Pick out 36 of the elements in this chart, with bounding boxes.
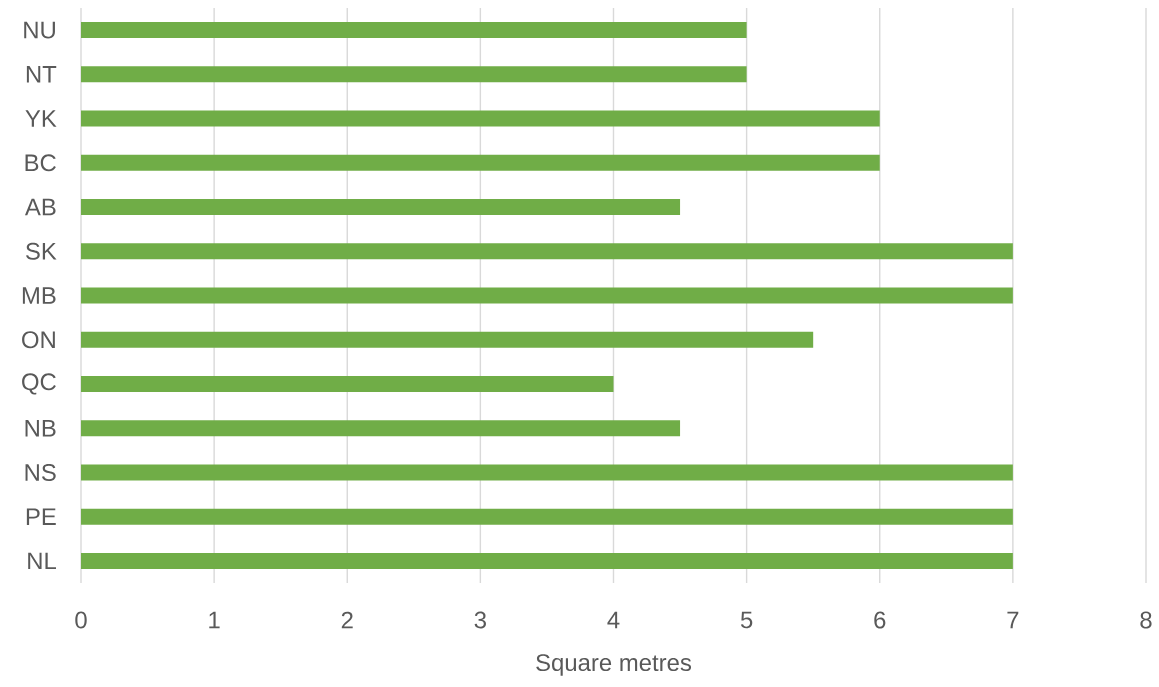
x-tick-label: 2 <box>341 611 353 629</box>
y-tick-label: YK <box>25 110 57 127</box>
bar <box>81 243 1013 260</box>
bar <box>81 287 1013 304</box>
y-tick-label: AB <box>24 198 56 216</box>
y-tick-label: BC <box>25 154 56 172</box>
bar <box>81 331 814 348</box>
bar <box>81 66 747 83</box>
x-tick-label: 7 <box>1007 611 1019 629</box>
x-tick-label: 4 <box>607 611 620 629</box>
bar <box>81 420 681 437</box>
y-tick-label: ON <box>22 331 55 349</box>
x-tick-label: 5 <box>740 611 753 629</box>
y-tick-label: NL <box>28 552 56 570</box>
x-tick-label: 3 <box>474 611 486 629</box>
y-tick-label: NS <box>25 463 56 481</box>
bar <box>81 154 880 171</box>
bar <box>81 22 747 39</box>
y-tick-label: SK <box>25 242 57 260</box>
y-tick-label: NT <box>26 66 57 83</box>
x-tick-label: 6 <box>874 611 886 629</box>
y-tick-label: NB <box>25 419 56 437</box>
y-tick-label: NU <box>24 21 55 39</box>
y-tick-label: PE <box>26 508 56 525</box>
y-tick-label: MB <box>22 287 56 304</box>
x-tick-label: 1 <box>209 611 220 629</box>
bar <box>81 199 681 216</box>
bar <box>81 552 1013 569</box>
x-tick-label: 0 <box>75 611 87 629</box>
bar <box>81 110 880 127</box>
x-tick-label: 8 <box>1140 611 1152 629</box>
y-tick-label: QC <box>22 373 56 395</box>
x-axis-title: Square metres <box>536 654 691 676</box>
bar <box>81 464 1013 481</box>
bar <box>81 508 1013 525</box>
bar <box>81 375 614 392</box>
